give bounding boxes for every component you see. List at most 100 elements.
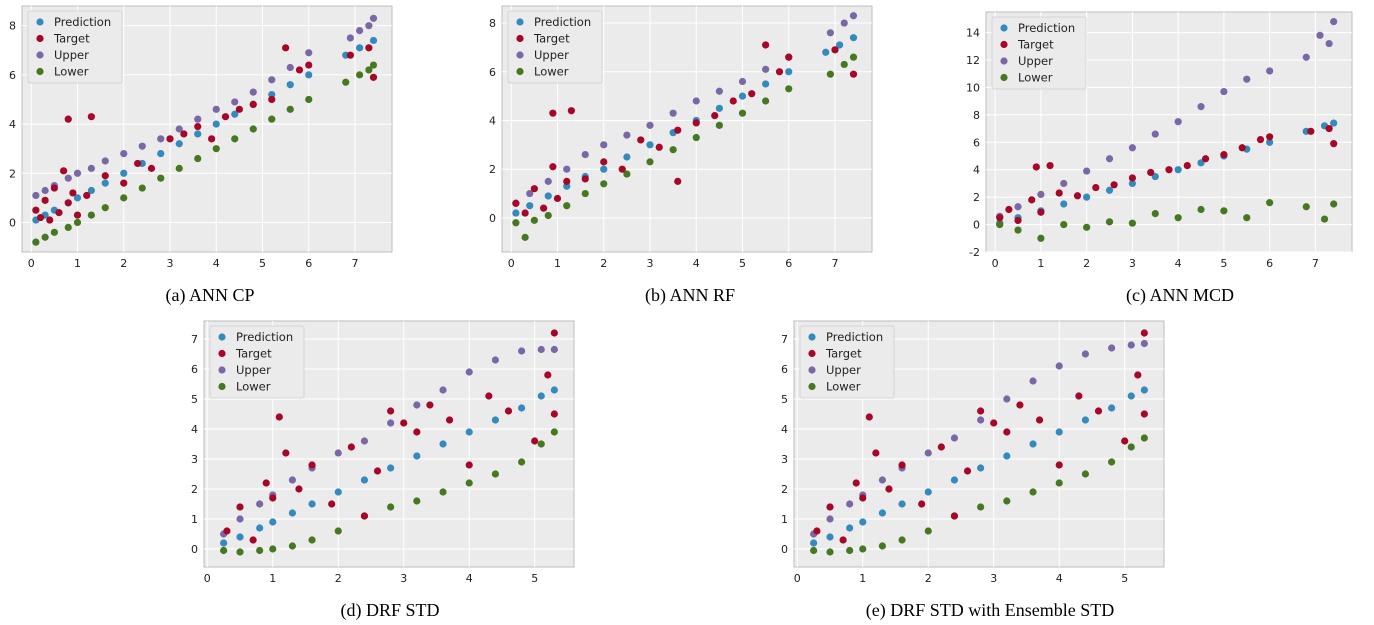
- prediction-point: [101, 179, 109, 187]
- upper-point: [231, 98, 239, 106]
- upper-point: [305, 49, 313, 57]
- lower-point: [157, 174, 165, 182]
- target-point: [32, 206, 40, 214]
- target-point: [1003, 428, 1011, 436]
- target-point: [69, 189, 77, 197]
- target-point: [950, 512, 959, 520]
- prediction-point: [413, 452, 421, 460]
- prediction-point: [268, 90, 276, 99]
- y-tick-label: 10: [966, 81, 980, 94]
- lower-point: [308, 536, 316, 544]
- target-point: [549, 163, 557, 171]
- upper-point: [175, 125, 183, 133]
- upper-point: [537, 345, 545, 354]
- upper-point: [120, 150, 128, 158]
- upper-point: [1330, 18, 1338, 26]
- prediction-point: [334, 488, 342, 496]
- x-tick-label: 0: [794, 572, 801, 585]
- y-tick-label: 4: [973, 164, 980, 177]
- target-point: [1165, 166, 1173, 174]
- prediction-point: [738, 92, 747, 100]
- target-point: [1005, 205, 1013, 214]
- x-tick-label: 1: [859, 572, 866, 585]
- lower-point: [73, 218, 82, 227]
- y-tick-label: 0: [489, 212, 496, 225]
- lower-point: [138, 184, 146, 192]
- lower-point: [810, 546, 818, 555]
- target-point: [236, 503, 244, 511]
- target-point: [637, 136, 645, 144]
- target-point: [1073, 192, 1082, 200]
- upper-point: [465, 368, 473, 376]
- prediction-point: [288, 509, 297, 517]
- lower-point: [1330, 200, 1338, 208]
- legend-label: Lower: [236, 380, 271, 394]
- legend-label: Lower: [826, 380, 861, 394]
- target-point: [1110, 181, 1118, 189]
- prediction-point: [194, 130, 202, 138]
- upper-point: [41, 186, 49, 195]
- prediction-point: [120, 169, 128, 177]
- legend-marker: [1000, 40, 1008, 49]
- target-point: [674, 177, 682, 185]
- lower-point: [101, 204, 109, 212]
- target-point: [208, 135, 216, 143]
- upper-point: [1014, 203, 1022, 211]
- upper-point: [826, 515, 834, 523]
- legend-marker: [1000, 73, 1008, 82]
- prediction-point: [256, 524, 264, 532]
- legend-marker: [218, 349, 226, 358]
- target-point: [268, 95, 276, 104]
- caption-b: (b) ANN RF: [644, 285, 735, 305]
- upper-point: [236, 515, 244, 523]
- target-point: [918, 500, 926, 508]
- prediction-point: [849, 34, 858, 42]
- target-point: [1046, 162, 1054, 170]
- prediction-point: [157, 150, 165, 158]
- target-point: [826, 503, 834, 511]
- legend-marker: [218, 333, 226, 341]
- legend-marker: [36, 51, 44, 59]
- prediction-point: [1127, 392, 1135, 400]
- lower-point: [878, 542, 887, 550]
- y-tick-label: 4: [781, 423, 788, 436]
- upper-point: [762, 65, 770, 73]
- y-tick-label: 5: [781, 393, 788, 406]
- upper-point: [1197, 103, 1205, 111]
- target-point: [147, 164, 156, 172]
- lower-point: [1266, 199, 1274, 207]
- target-point: [387, 407, 395, 415]
- target-point: [1055, 189, 1063, 197]
- target-point: [963, 467, 972, 475]
- legend-marker: [36, 67, 44, 76]
- y-tick-label: 6: [191, 363, 198, 376]
- lower-point: [41, 233, 49, 241]
- target-point: [990, 419, 998, 427]
- upper-point: [846, 500, 854, 508]
- prediction-point: [526, 202, 534, 210]
- upper-point: [157, 135, 165, 143]
- x-tick-label: 6: [1266, 257, 1273, 270]
- legend-label: Target: [235, 347, 272, 361]
- target-point: [1094, 407, 1103, 415]
- lower-point: [1320, 215, 1329, 223]
- prediction-point: [231, 110, 239, 118]
- y-tick-label: 4: [9, 118, 16, 131]
- upper-point: [249, 88, 257, 96]
- x-tick-label: 3: [647, 257, 654, 270]
- target-point: [166, 135, 174, 143]
- target-point: [275, 413, 283, 421]
- target-point: [87, 113, 95, 121]
- prediction-point: [878, 509, 887, 517]
- target-point: [413, 428, 421, 436]
- x-tick-label: 4: [1175, 257, 1182, 270]
- legend: Prediction Target Upper Lower: [507, 10, 603, 84]
- legend-label: Upper: [1018, 54, 1053, 68]
- target-point: [872, 449, 880, 457]
- caption-c: (c) ANN MCD: [1126, 285, 1234, 305]
- upper-point: [1127, 341, 1135, 349]
- y-tick-label: 6: [781, 363, 788, 376]
- prediction-point: [646, 141, 654, 149]
- lower-point: [334, 527, 342, 535]
- target-point: [120, 179, 128, 187]
